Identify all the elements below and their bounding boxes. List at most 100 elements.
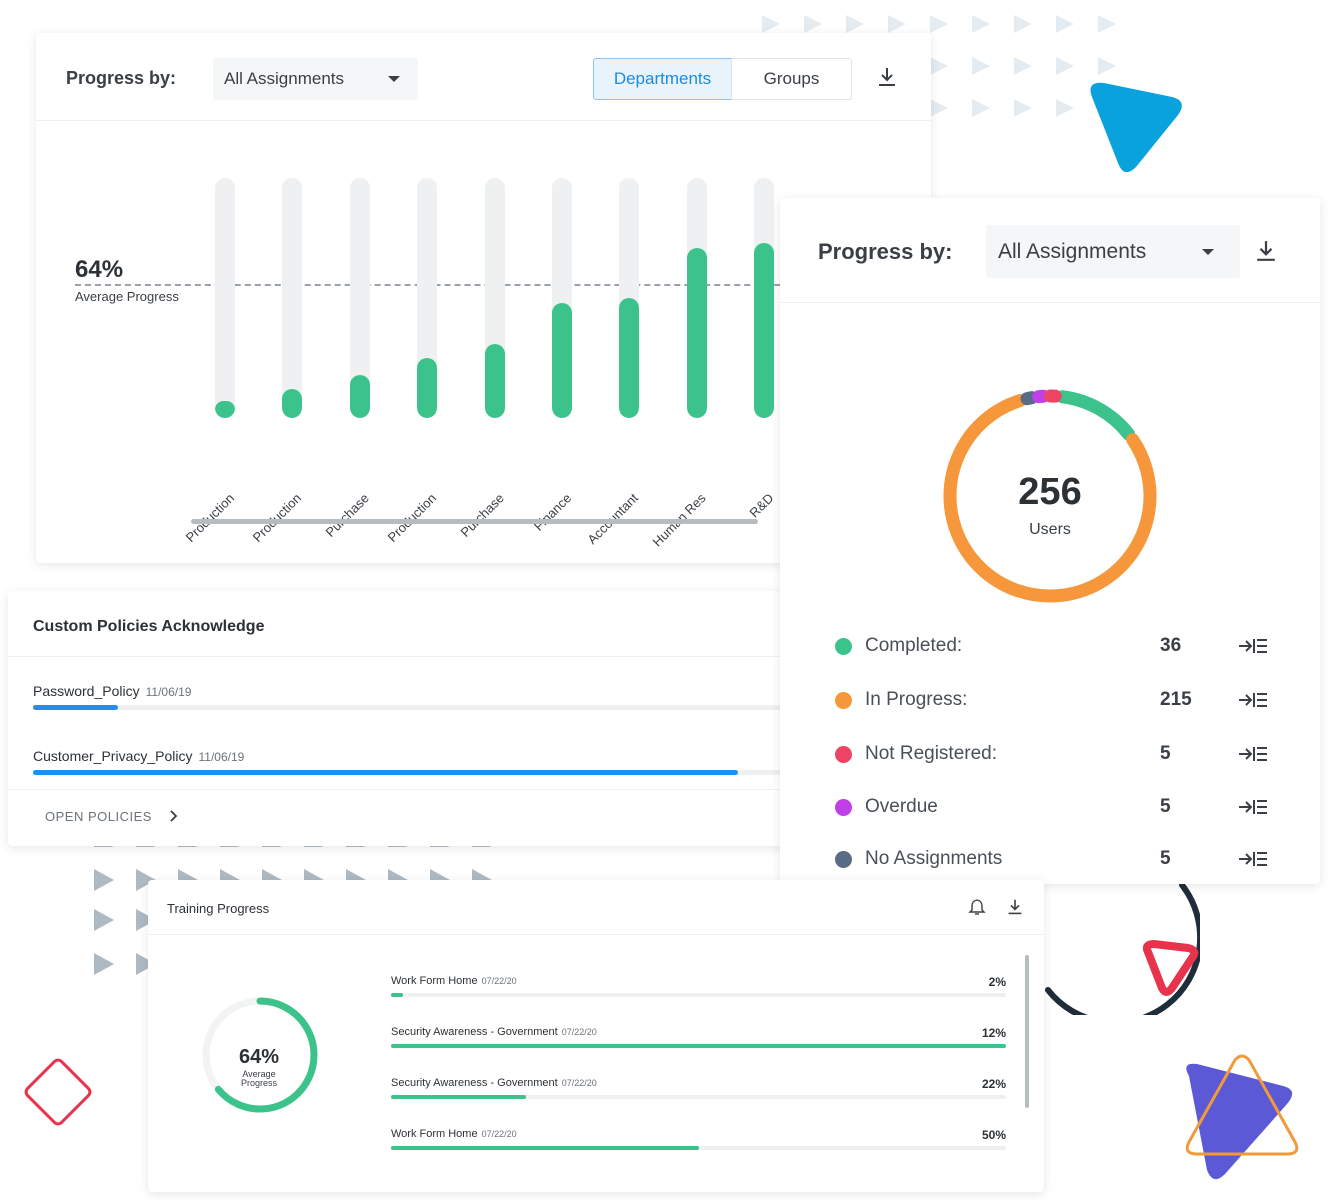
vertical-scrollbar[interactable] (1025, 955, 1029, 1108)
bar[interactable] (619, 298, 640, 418)
download-icon[interactable] (1007, 898, 1023, 916)
training-progress-bar (391, 993, 1006, 997)
legend-row: Completed: 36 (835, 631, 1275, 661)
bar-track (619, 178, 640, 418)
caret-down-icon (1202, 249, 1214, 255)
export-list-icon[interactable] (1237, 744, 1269, 764)
training-progress-fill (391, 1095, 527, 1099)
custom-policies-card: Custom Policies Acknowledge Password_Pol… (8, 591, 808, 846)
card-header: Progress by: All Assignments Departments… (36, 33, 931, 121)
donut-segment[interactable] (1055, 390, 1136, 441)
donut-segment[interactable] (1020, 391, 1039, 406)
donut-segment[interactable] (943, 394, 1157, 603)
bar-track (215, 178, 235, 418)
policy-name-text: Password_Policy (33, 683, 140, 699)
policy-date: 11/06/19 (198, 750, 245, 764)
status-dot (835, 692, 852, 709)
assignment-select-value: All Assignments (998, 240, 1147, 263)
total-users-value: 256 (1018, 471, 1082, 513)
progress-by-label: Progress by: (818, 239, 953, 264)
bar[interactable] (282, 389, 303, 418)
training-row[interactable]: Work Form Home 07/22/20 50% (391, 1128, 1006, 1158)
training-percent: 12% (981, 1026, 1006, 1040)
divider (8, 656, 808, 657)
training-percent: 50% (981, 1128, 1006, 1142)
legend-row: No Assignments 5 (835, 844, 1275, 874)
training-date: 07/22/20 (561, 1027, 597, 1037)
training-progress-bar (391, 1146, 1006, 1150)
policy-name-text: Customer_Privacy_Policy (33, 748, 193, 764)
training-percent: 22% (981, 1077, 1006, 1091)
bar[interactable] (349, 374, 370, 418)
bar-track (552, 178, 572, 418)
export-list-icon[interactable] (1237, 690, 1269, 710)
legend-count: 215 (1160, 689, 1192, 710)
bar[interactable] (552, 302, 572, 418)
bar[interactable] (484, 343, 505, 418)
bar[interactable] (215, 401, 235, 418)
bar-track (417, 178, 438, 418)
legend-label: In Progress: (865, 689, 968, 710)
legend-row: Not Registered: 5 (835, 739, 1275, 769)
decorative-red-square (24, 1058, 92, 1126)
training-title: Training Progress (167, 901, 270, 916)
bar-track (686, 178, 707, 418)
training-date: 07/22/20 (481, 976, 517, 986)
assignment-select-value: All Assignments (224, 69, 344, 88)
horizontal-scrollbar[interactable] (191, 519, 758, 524)
export-list-icon[interactable] (1237, 636, 1269, 656)
tab-groups[interactable]: Groups (731, 58, 852, 100)
assignment-select[interactable]: All Assignments (986, 225, 1240, 278)
legend-count: 5 (1160, 743, 1171, 764)
users-status-card: Progress by: All Assignments 256 Users C… (780, 198, 1320, 884)
legend-count: 36 (1160, 635, 1182, 656)
status-dot (835, 638, 852, 655)
open-policies-link[interactable]: OPEN POLICIES (45, 809, 178, 824)
training-average-label: Average Progress (240, 1069, 277, 1088)
bar[interactable] (686, 247, 707, 418)
bar[interactable] (417, 358, 438, 418)
download-icon[interactable] (877, 66, 897, 88)
training-progress-fill (391, 1044, 1006, 1048)
users-donut-chart (943, 389, 1157, 603)
progress-by-label: Progress by: (66, 68, 177, 88)
bar-track (484, 178, 505, 418)
training-progress-bar (391, 1095, 1006, 1099)
legend-label: No Assignments (865, 848, 1003, 869)
training-date: 07/22/20 (481, 1129, 517, 1139)
export-list-icon[interactable] (1237, 797, 1269, 817)
policy-name[interactable]: Password_Policy 11/06/19 (33, 683, 191, 699)
training-percent: 2% (988, 975, 1006, 989)
status-dot (835, 799, 852, 816)
policy-progress-fill (33, 705, 119, 710)
bar-category-label: Finance (530, 490, 575, 534)
legend-label: Completed: (865, 635, 963, 656)
training-name-text: Work Form Home (391, 975, 478, 987)
training-average-value: 64% (238, 1046, 280, 1068)
export-list-icon[interactable] (1237, 849, 1269, 869)
training-progress-fill (391, 1146, 699, 1150)
open-policies-label: OPEN POLICIES (45, 809, 152, 824)
bar-track (754, 178, 775, 418)
ring-progress (214, 997, 318, 1113)
bar-category-label: Purchase (322, 490, 372, 540)
card-header: Progress by: All Assignments (780, 198, 1320, 303)
download-icon[interactable] (1255, 238, 1277, 264)
legend-label: Overdue (865, 796, 938, 817)
chevron-right-icon (170, 810, 178, 822)
status-dot (835, 746, 852, 763)
bar-category-label: Purchase (457, 490, 507, 540)
training-progress-bar (391, 1044, 1006, 1048)
bell-icon[interactable] (968, 898, 986, 916)
bar[interactable] (754, 242, 775, 418)
training-row[interactable]: Security Awareness - Government 07/22/20 2… (391, 1077, 1006, 1107)
training-row[interactable]: Security Awareness - Government 07/22/20 1… (391, 1026, 1006, 1056)
decorative-triangle-pattern-top (762, 15, 1116, 117)
bar-category-label: Production (249, 490, 305, 545)
training-row[interactable]: Work Form Home 07/22/20 2% (391, 975, 1006, 1005)
assignment-select[interactable]: All Assignments (213, 58, 418, 100)
policy-name[interactable]: Customer_Privacy_Policy 11/06/19 (33, 748, 244, 764)
decorative-red-triangle (1142, 940, 1199, 996)
tab-departments[interactable]: Departments (593, 58, 732, 100)
average-progress-value: 64% (75, 256, 124, 283)
